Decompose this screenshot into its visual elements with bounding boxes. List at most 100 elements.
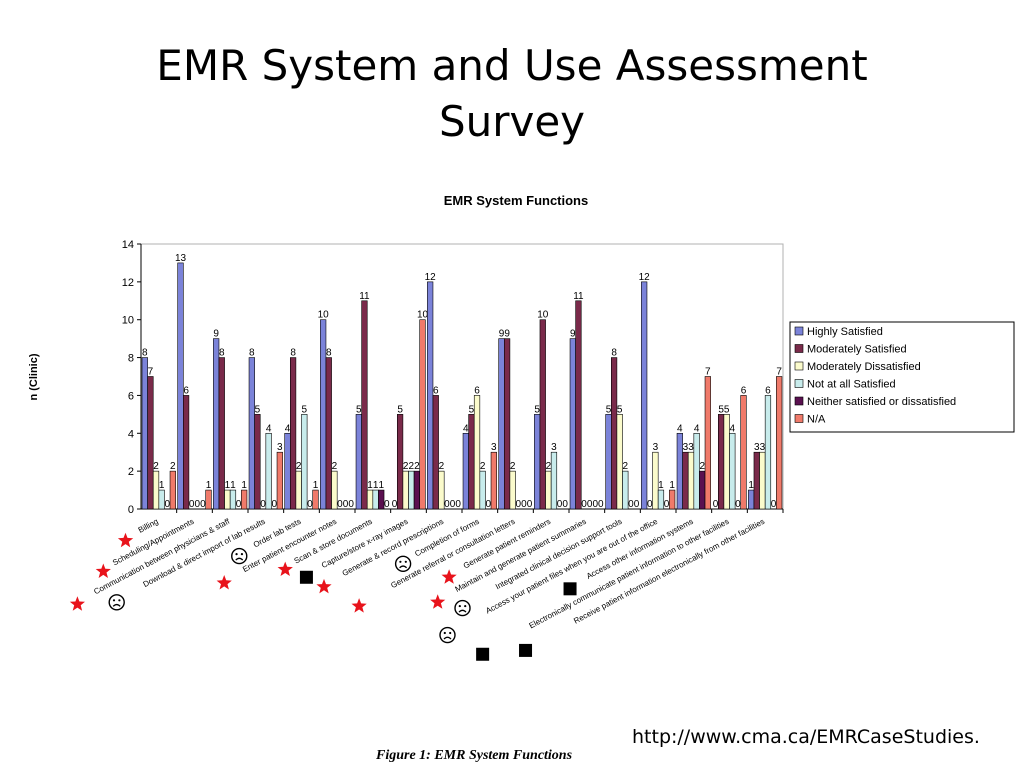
bar: [248, 357, 255, 510]
slide-title-line2: Survey: [438, 97, 586, 146]
category-label: Billing: [137, 517, 160, 535]
data-label: 0: [592, 499, 598, 510]
bar: [413, 470, 421, 510]
data-label: 3: [653, 442, 659, 453]
data-label: 0: [634, 499, 640, 510]
data-label: 1: [658, 480, 664, 491]
data-label: 2: [510, 461, 516, 472]
bar: [479, 470, 486, 510]
data-label: 0: [521, 499, 527, 510]
legend-swatch: [794, 344, 804, 353]
legend-entry: Moderately Dissatisfied: [807, 361, 921, 373]
data-label: 1: [225, 480, 231, 491]
bar: [740, 395, 747, 510]
data-label: 2: [403, 461, 409, 472]
bar: [687, 451, 695, 510]
frown-face-icon: [108, 594, 125, 611]
square-marker-icon: [519, 643, 533, 657]
frown-face-icon: [454, 599, 471, 617]
data-label: 8: [142, 348, 148, 359]
bar: [301, 414, 308, 510]
bar: [657, 489, 665, 510]
data-label: 9: [504, 329, 510, 340]
data-label: 1: [230, 480, 236, 491]
data-label: 0: [444, 499, 450, 510]
bar: [550, 451, 558, 510]
y-tick-label: 12: [122, 277, 134, 289]
bar: [652, 451, 659, 510]
data-label: 2: [332, 461, 338, 472]
legend: Highly Satisfied Moderately Satisfied Mode…: [789, 321, 1015, 433]
data-label: 1: [748, 480, 754, 491]
data-label: 3: [760, 442, 766, 453]
bar: [419, 319, 426, 510]
data-label: 4: [285, 423, 291, 434]
bar: [729, 432, 736, 510]
y-tick-label: 0: [128, 504, 134, 516]
frown-face-icon: [439, 626, 456, 644]
data-label: 0: [271, 499, 277, 510]
data-label: 8: [290, 348, 296, 359]
bar: [372, 489, 379, 510]
data-label: 2: [414, 461, 420, 472]
data-label: 6: [741, 385, 747, 396]
data-label: 0: [384, 499, 390, 510]
data-label: 3: [277, 442, 283, 453]
data-label: 0: [647, 499, 653, 510]
y-axis-label: n (Clinic): [28, 353, 40, 400]
data-label: 0: [557, 499, 563, 510]
legend-entry: Highly Satisfied: [807, 326, 883, 338]
data-label: 3: [683, 442, 689, 453]
star-icon: [316, 578, 332, 594]
data-label: 1: [206, 480, 212, 491]
bar: [490, 451, 497, 510]
data-label: 2: [480, 461, 486, 472]
bar: [569, 338, 576, 510]
star-icon: [216, 575, 232, 590]
data-label: 2: [546, 461, 552, 472]
legend-swatch: [794, 379, 804, 388]
bar: [141, 357, 148, 510]
square-marker-icon: [563, 582, 577, 596]
data-label: 0: [527, 499, 533, 510]
data-label: 5: [302, 404, 308, 415]
bar: [312, 489, 319, 510]
data-label: 10: [537, 310, 549, 321]
data-label: 12: [425, 272, 437, 283]
data-label: 8: [326, 348, 332, 359]
square-marker-icon: [299, 570, 313, 584]
bar: [331, 470, 338, 510]
bar: [158, 489, 165, 510]
data-label: 3: [754, 442, 760, 453]
bar: [438, 470, 445, 510]
data-label: 5: [617, 404, 623, 415]
y-tick-label: 4: [128, 428, 134, 440]
star-icon: [430, 594, 446, 609]
data-label: 4: [463, 423, 469, 434]
bar: [498, 338, 505, 510]
data-label: 0: [200, 499, 206, 510]
data-label: 7: [776, 367, 782, 378]
slide-title: EMR System and Use Assessment Survey: [0, 38, 1024, 150]
data-label: 0: [455, 499, 461, 510]
data-label: 8: [611, 348, 617, 359]
bar: [776, 376, 783, 510]
bar: [289, 357, 297, 510]
slide-title-line1: EMR System and Use Assessment: [156, 41, 868, 90]
bar: [355, 414, 362, 510]
data-label: 0: [450, 499, 456, 510]
bar: [183, 395, 190, 510]
source-url[interactable]: http://www.cma.ca/EMRCaseStudies.: [632, 726, 980, 748]
data-label: 6: [765, 385, 771, 396]
data-label: 2: [296, 461, 302, 472]
bar: [378, 489, 385, 510]
star-icon: [351, 598, 367, 613]
data-label: 4: [677, 423, 683, 434]
data-label: 0: [189, 499, 195, 510]
data-label: 11: [359, 291, 370, 302]
bar: [759, 451, 766, 510]
bar: [610, 357, 618, 510]
legend-entry: Not at all Satisfied: [807, 379, 896, 391]
bar: [704, 376, 711, 510]
